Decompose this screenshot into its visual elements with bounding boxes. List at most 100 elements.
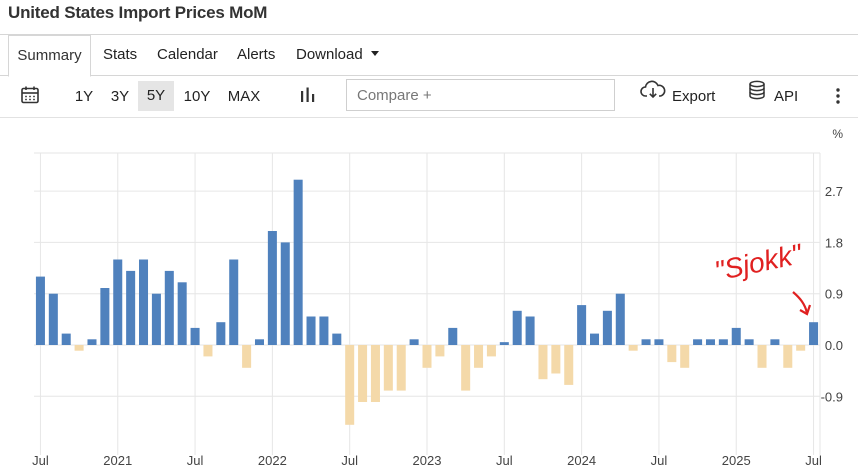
tab-download[interactable]: Download bbox=[296, 35, 379, 76]
bar-dec-2020[interactable] bbox=[100, 288, 110, 345]
api-label: API bbox=[774, 88, 799, 105]
bar-nov-2023[interactable] bbox=[551, 345, 561, 374]
x-tick-label: 2021 bbox=[103, 453, 132, 468]
bar-sep-2022[interactable] bbox=[370, 345, 380, 402]
bar-dec-2022[interactable] bbox=[409, 339, 419, 345]
bar-jul-2021[interactable] bbox=[190, 327, 200, 345]
bar-dec-2021[interactable] bbox=[254, 339, 264, 345]
bar-oct-2022[interactable] bbox=[383, 345, 393, 391]
y-tick-label: 2.7 bbox=[825, 184, 843, 199]
bar-jan-2024[interactable] bbox=[577, 305, 587, 345]
bar-may-2022[interactable] bbox=[319, 316, 329, 346]
range-1y-button[interactable]: 1Y bbox=[74, 88, 94, 105]
chart-toolbar: 1Y 3Y 5Y 10Y MAX Export API bbox=[0, 76, 858, 118]
compare-input[interactable] bbox=[346, 79, 615, 111]
bar-nov-2022[interactable] bbox=[396, 345, 406, 391]
x-tick-label: 2023 bbox=[413, 453, 442, 468]
range-max-button[interactable]: MAX bbox=[227, 88, 261, 105]
y-tick-label: 0.9 bbox=[825, 287, 843, 302]
bar-apr-2023[interactable] bbox=[461, 345, 471, 391]
x-tick-label: 2025 bbox=[722, 453, 751, 468]
annotation-sjokk: "Sjokk" bbox=[712, 238, 812, 316]
x-tick-label: Jul bbox=[187, 453, 204, 468]
range-5y-button[interactable]: 5Y bbox=[138, 81, 174, 111]
bar-apr-2022[interactable] bbox=[306, 316, 316, 346]
annotation-arrow-icon bbox=[792, 291, 809, 314]
bar-jun-2022[interactable] bbox=[332, 333, 342, 345]
bar-dec-2024[interactable] bbox=[718, 339, 728, 345]
bar-oct-2021[interactable] bbox=[229, 259, 239, 346]
bar-aug-2021[interactable] bbox=[203, 345, 213, 357]
tab-summary[interactable]: Summary bbox=[8, 35, 91, 77]
bar-sep-2021[interactable] bbox=[216, 322, 226, 345]
database-icon bbox=[748, 75, 766, 116]
bar-apr-2021[interactable] bbox=[151, 293, 161, 345]
bar-chart: -0.90.00.91.82.7 Jul 2021 Jul 2022 Jul 2023 Ju… bbox=[32, 127, 843, 468]
bar-mar-2021[interactable] bbox=[139, 259, 149, 346]
bar-mar-2022[interactable] bbox=[293, 179, 303, 345]
calendar-icon[interactable] bbox=[20, 85, 40, 107]
bar-aug-2022[interactable] bbox=[358, 345, 368, 402]
bar-jun-2021[interactable] bbox=[177, 282, 187, 345]
export-button[interactable]: Export bbox=[640, 76, 715, 117]
range-10y-button[interactable]: 10Y bbox=[183, 88, 211, 105]
bar-nov-2020[interactable] bbox=[87, 339, 97, 345]
bar-feb-2024[interactable] bbox=[590, 333, 600, 345]
x-tick-label: 2022 bbox=[258, 453, 287, 468]
bar-jun-2024[interactable] bbox=[641, 339, 651, 345]
bar-apr-2024[interactable] bbox=[615, 293, 625, 345]
bar-chart-icon[interactable] bbox=[299, 86, 317, 106]
bar-aug-2020[interactable] bbox=[48, 293, 58, 345]
bar-nov-2024[interactable] bbox=[705, 339, 715, 345]
more-vertical-icon[interactable] bbox=[834, 87, 842, 107]
bar-aug-2023[interactable] bbox=[512, 310, 522, 345]
annotation-arrowhead-icon bbox=[799, 304, 812, 316]
x-tick-label: Jul bbox=[341, 453, 358, 468]
bar-feb-2025[interactable] bbox=[744, 339, 754, 345]
bar-feb-2022[interactable] bbox=[280, 242, 290, 345]
tab-alerts[interactable]: Alerts bbox=[237, 46, 276, 63]
tab-calendar[interactable]: Calendar bbox=[157, 46, 218, 63]
bar-jul-2024[interactable] bbox=[654, 339, 664, 345]
bar-mar-2025[interactable] bbox=[757, 345, 767, 368]
bar-jan-2023[interactable] bbox=[422, 345, 432, 368]
tab-stats[interactable]: Stats bbox=[103, 46, 138, 63]
bar-jan-2021[interactable] bbox=[113, 259, 123, 346]
bar-aug-2024[interactable] bbox=[667, 345, 677, 363]
bar-jan-2025[interactable] bbox=[731, 327, 741, 345]
bar-jul-2022[interactable] bbox=[345, 345, 355, 425]
bar-oct-2020[interactable] bbox=[74, 345, 84, 351]
bar-feb-2023[interactable] bbox=[435, 345, 445, 357]
x-tick-label: 2024 bbox=[567, 453, 596, 468]
bar-jul-2025[interactable] bbox=[809, 322, 819, 345]
bar-may-2021[interactable] bbox=[164, 270, 174, 345]
bar-jun-2025[interactable] bbox=[796, 345, 806, 351]
bar-feb-2021[interactable] bbox=[126, 270, 136, 345]
y-tick-label: 0.0 bbox=[825, 338, 843, 353]
bar-may-2023[interactable] bbox=[474, 345, 484, 368]
bar-sep-2023[interactable] bbox=[525, 316, 535, 346]
page-title: United States Import Prices MoM bbox=[8, 3, 268, 22]
bar-apr-2025[interactable] bbox=[770, 339, 780, 345]
bar-jul-2023[interactable] bbox=[499, 342, 509, 345]
bar-may-2025[interactable] bbox=[783, 345, 793, 368]
bar-oct-2024[interactable] bbox=[693, 339, 703, 345]
bar-jan-2022[interactable] bbox=[267, 231, 277, 345]
cloud-download-icon bbox=[640, 75, 666, 116]
api-button[interactable]: API bbox=[748, 76, 798, 117]
bar-dec-2023[interactable] bbox=[564, 345, 574, 385]
tab-download-label: Download bbox=[296, 46, 363, 63]
x-axis-labels: Jul 2021 Jul 2022 Jul 2023 Jul 2024 Jul 2025 Jul bbox=[32, 453, 822, 468]
bar-jun-2023[interactable] bbox=[486, 345, 496, 357]
y-axis-unit: % bbox=[832, 127, 843, 141]
bar-may-2024[interactable] bbox=[628, 345, 638, 351]
bar-mar-2024[interactable] bbox=[602, 310, 612, 345]
bar-jul-2020[interactable] bbox=[35, 276, 45, 345]
bar-mar-2023[interactable] bbox=[448, 327, 458, 345]
bar-oct-2023[interactable] bbox=[538, 345, 548, 380]
bar-sep-2024[interactable] bbox=[680, 345, 690, 368]
range-3y-button[interactable]: 3Y bbox=[110, 88, 130, 105]
bar-sep-2020[interactable] bbox=[61, 333, 71, 345]
chart-bars bbox=[35, 179, 819, 425]
bar-nov-2021[interactable] bbox=[242, 345, 252, 368]
